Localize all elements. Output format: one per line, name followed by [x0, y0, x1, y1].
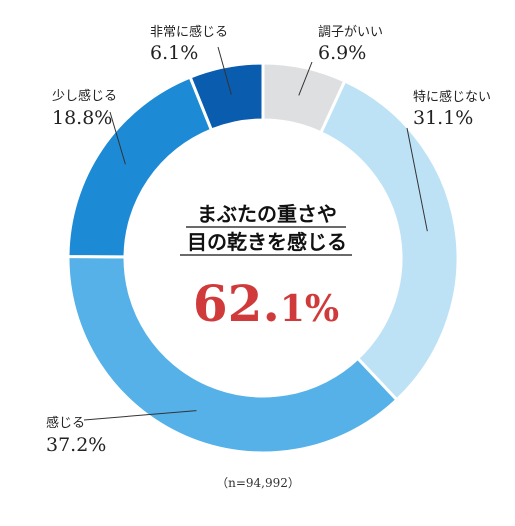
- donut-slices: [66, 61, 460, 455]
- center-title-line1: まぶたの重さや: [197, 202, 337, 226]
- donut-slice-3: [66, 254, 399, 455]
- leader-lines: [83, 46, 428, 421]
- center-title-line2: 目の乾きを感じる: [187, 230, 347, 254]
- label-category-1: 調子がいい: [318, 25, 383, 40]
- sample-size-note: （n=94,992）: [216, 476, 300, 490]
- label-value-2: 31.1%: [413, 107, 473, 129]
- donut-slice-2: [318, 79, 460, 402]
- leader-line-3: [83, 410, 197, 421]
- label-category-5: 非常に感じる: [150, 24, 228, 40]
- center-value-sub: 1%: [280, 288, 339, 330]
- label-value-3: 37.2%: [46, 434, 106, 456]
- center-value-main: 62.: [193, 274, 280, 333]
- label-category-4: 少し感じる: [52, 88, 117, 104]
- leader-line-5: [217, 46, 232, 95]
- label-category-3: 感じる: [46, 415, 85, 431]
- label-value-4: 18.8%: [52, 107, 112, 129]
- label-value-1: 6.9%: [318, 42, 366, 64]
- donut-slice-5: [188, 61, 265, 132]
- center-value: 62.1%: [193, 274, 339, 333]
- leader-line-4: [109, 111, 126, 165]
- label-category-2: 特に感じない: [413, 89, 491, 105]
- label-value-5: 6.1%: [150, 42, 198, 64]
- leader-line-1: [298, 61, 313, 96]
- leader-line-2: [406, 127, 428, 232]
